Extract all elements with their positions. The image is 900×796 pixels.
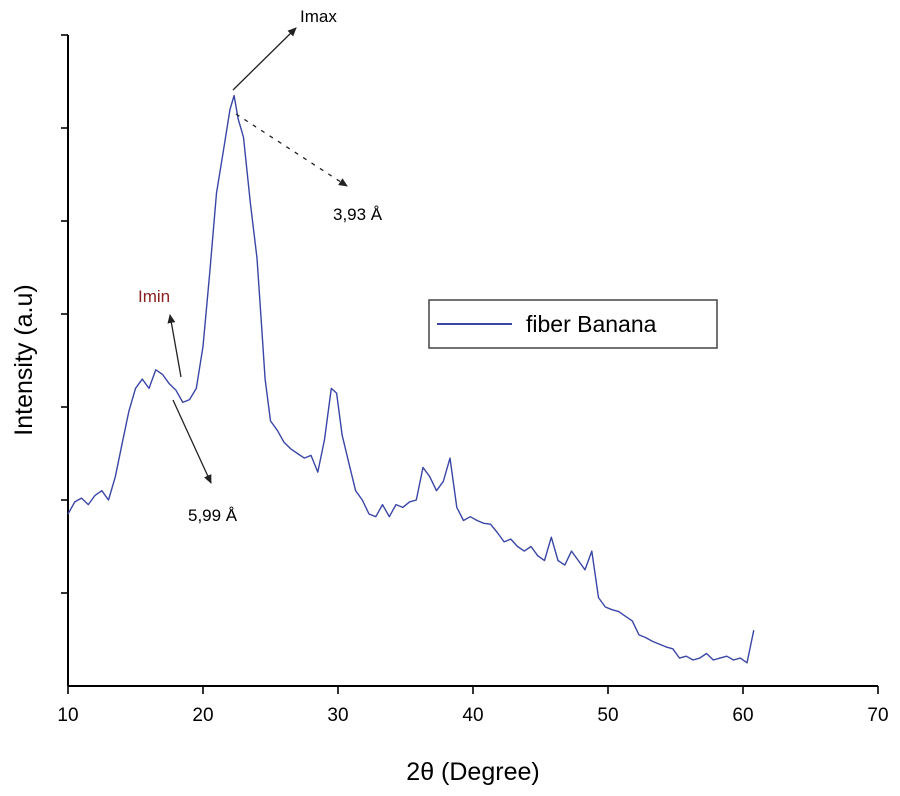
x-ticks: 10 20 30 40 50 60 70 (57, 686, 889, 726)
y-ticks (61, 34, 68, 594)
x-axis-title: 2θ (Degree) (406, 758, 539, 786)
legend-label-fiber-banana: fiber Banana (526, 311, 657, 337)
y-axis-title: Intensity (a.u) (10, 284, 38, 435)
x-tick-label-60: 60 (732, 705, 753, 726)
imin-arrow (167, 314, 182, 378)
series-line-fiber-banana (67, 94, 755, 664)
imax-arrow (232, 27, 297, 91)
x-tick-label-20: 20 (192, 705, 213, 726)
x-tick-label-10: 10 (57, 705, 78, 726)
d393-arrow (235, 113, 348, 187)
annotation-d393: 3,93 Å (333, 205, 383, 224)
annotation-imax: Imax (300, 7, 337, 26)
annotations: Imax 3,93 Å Imin 5,99 Å (138, 7, 383, 525)
x-tick-label-50: 50 (597, 705, 618, 726)
annotation-imin: Imin (138, 287, 170, 306)
x-tick-label-30: 30 (327, 705, 348, 726)
annotation-d599: 5,99 Å (188, 506, 238, 525)
x-tick-label-70: 70 (867, 705, 888, 726)
x-tick-label-40: 40 (462, 705, 483, 726)
legend: fiber Banana (428, 299, 718, 349)
d599-arrow (172, 399, 212, 484)
